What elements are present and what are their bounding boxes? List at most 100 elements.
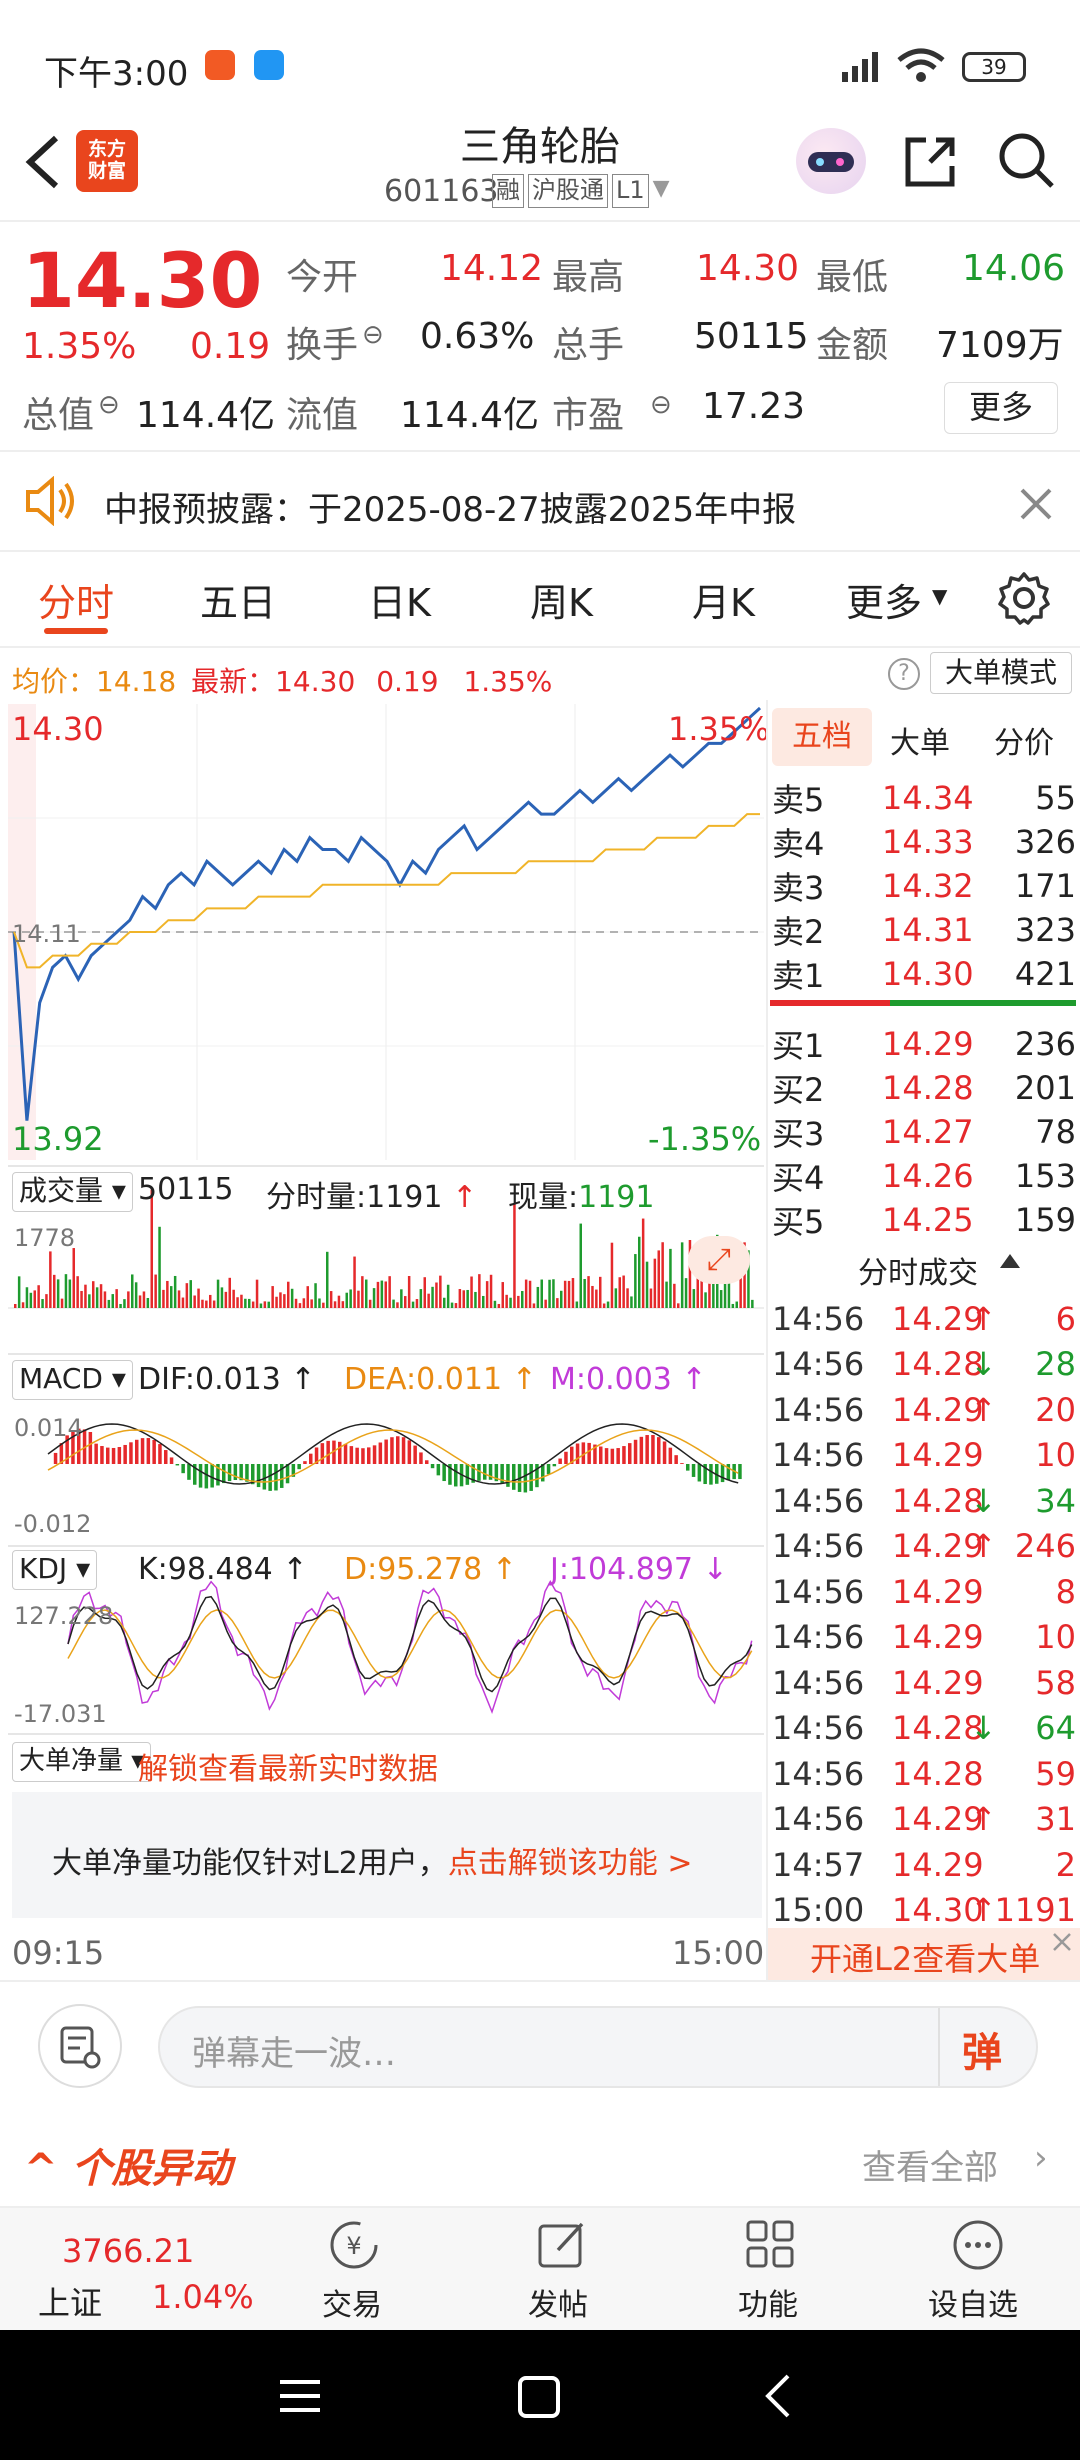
volume-bar bbox=[563, 1280, 567, 1308]
l2-unlock-link[interactable]: 点击解锁该功能 > bbox=[447, 1846, 693, 1881]
volume-max-label: 1778 bbox=[14, 1224, 76, 1252]
macd-bar bbox=[216, 1464, 220, 1486]
danmu-input[interactable] bbox=[158, 2006, 1038, 2088]
index-percent[interactable]: 1.04% bbox=[152, 2278, 254, 2316]
macd-dif: DIF:0.013 ↑ bbox=[138, 1362, 316, 1397]
apps-icon[interactable] bbox=[742, 2218, 798, 2272]
kdj-top-label: 127.228 bbox=[14, 1602, 114, 1630]
tick-volume: 59 bbox=[1035, 1754, 1076, 1793]
menu-icon[interactable] bbox=[278, 2374, 322, 2418]
macd-indicator-select[interactable]: MACD ▾ bbox=[12, 1360, 133, 1400]
volume-bar bbox=[201, 1299, 204, 1308]
divider bbox=[0, 450, 1080, 452]
chevron-up-icon[interactable]: ^ bbox=[24, 2146, 72, 2192]
tab-monthly-k[interactable]: 月K bbox=[692, 581, 755, 625]
share-icon[interactable] bbox=[900, 132, 960, 192]
macd-bar bbox=[709, 1464, 713, 1485]
volume-bar bbox=[641, 1218, 645, 1308]
svg-text:¥: ¥ bbox=[346, 2232, 361, 2260]
settings-gear-icon[interactable] bbox=[996, 570, 1052, 626]
macd-bar bbox=[535, 1464, 539, 1488]
tab-indicator bbox=[44, 628, 108, 634]
macd-bar bbox=[436, 1464, 441, 1476]
danmu-send-button[interactable]: 弹 bbox=[962, 2030, 1002, 2076]
volume-bar bbox=[177, 1290, 181, 1308]
macd-bar bbox=[245, 1464, 249, 1482]
home-icon[interactable] bbox=[518, 2376, 560, 2418]
tab-weekly-k[interactable]: 周K bbox=[530, 581, 593, 625]
big-order-mode-button[interactable]: 大单模式 bbox=[930, 652, 1072, 694]
nav-trade[interactable]: 交易 bbox=[322, 2288, 382, 2323]
volume-bar bbox=[107, 1299, 111, 1308]
tab-intraday[interactable]: 分时 bbox=[38, 581, 115, 625]
volume-indicator-label: 成交量 bbox=[19, 1174, 104, 1207]
chart-area[interactable] bbox=[8, 704, 764, 1924]
tick-volume: 1191 bbox=[994, 1891, 1076, 1930]
turnover-label: 换手 bbox=[286, 325, 359, 366]
tab-more[interactable]: 更多 bbox=[846, 581, 923, 625]
nav-functions[interactable]: 功能 bbox=[738, 2288, 798, 2323]
close-icon[interactable] bbox=[1050, 1930, 1074, 1954]
volume-bar bbox=[92, 1281, 95, 1308]
macd-bar bbox=[622, 1446, 626, 1464]
macd-bar bbox=[471, 1464, 475, 1483]
dropdown-icon[interactable]: ▼ bbox=[652, 176, 670, 201]
info-icon[interactable]: ⊖ bbox=[362, 320, 384, 350]
volume-bar bbox=[680, 1242, 684, 1308]
nav-post[interactable]: 发帖 bbox=[528, 2288, 588, 2323]
index-value[interactable]: 3766.21 bbox=[62, 2232, 195, 2270]
info-icon[interactable]: ⊖ bbox=[98, 390, 120, 420]
more-button[interactable]: 更多 bbox=[944, 382, 1058, 434]
macd-bar bbox=[123, 1444, 127, 1464]
kdj-indicator-select[interactable]: KDJ ▾ bbox=[12, 1550, 98, 1590]
index-name[interactable]: 上证 bbox=[38, 2284, 103, 2322]
volume-bar bbox=[224, 1291, 228, 1308]
big-order-select[interactable]: 大单净量 ▾ bbox=[12, 1742, 152, 1782]
macd-bar bbox=[88, 1431, 93, 1464]
notice-text[interactable]: 中报预披露：于2025-08-27披露2025年中报 bbox=[104, 490, 797, 530]
post-icon[interactable] bbox=[534, 2218, 590, 2272]
help-icon[interactable]: ? bbox=[888, 658, 920, 690]
sort-up-icon[interactable] bbox=[1000, 1254, 1020, 1268]
more-circle-icon[interactable] bbox=[950, 2218, 1006, 2272]
info-icon[interactable]: ⊖ bbox=[650, 390, 672, 420]
macd-bar bbox=[135, 1439, 139, 1464]
status-time: 下午3:00 bbox=[44, 54, 189, 94]
more-dropdown-icon[interactable]: ▼ bbox=[932, 584, 948, 608]
volume-bar bbox=[493, 1300, 497, 1308]
volume-bar bbox=[127, 1291, 130, 1308]
l2-banner[interactable] bbox=[768, 1928, 1080, 1980]
tab-big-orders[interactable]: 大单 bbox=[890, 726, 950, 761]
tick-time: 14:57 bbox=[772, 1845, 865, 1884]
tab-price-distribution[interactable]: 分价 bbox=[994, 726, 1054, 761]
trade-icon[interactable]: ¥ bbox=[326, 2218, 382, 2272]
tick-direction: ↑ bbox=[970, 1299, 997, 1338]
volume-bar bbox=[298, 1303, 302, 1308]
unlock-link[interactable]: 解锁查看最新实时数据 bbox=[138, 1752, 438, 1787]
tab-daily-k[interactable]: 日K bbox=[368, 581, 431, 625]
view-all-link[interactable]: 查看全部 bbox=[862, 2148, 998, 2188]
change-value: 0.19 bbox=[376, 665, 439, 698]
danmu-settings-icon[interactable] bbox=[38, 2004, 122, 2088]
volume-bar bbox=[485, 1281, 489, 1308]
volume-bar bbox=[275, 1296, 278, 1308]
volume-bar bbox=[181, 1297, 185, 1308]
bid-row: 买4 14.26 153 bbox=[772, 1154, 1076, 1198]
l2-banner-text[interactable]: 开通L2查看大单 bbox=[810, 1940, 1041, 1978]
tab-five-day[interactable]: 五日 bbox=[200, 581, 277, 625]
robot-assistant-icon[interactable] bbox=[796, 128, 866, 194]
nav-watchlist[interactable]: 设自选 bbox=[928, 2288, 1018, 2323]
tab-order-book[interactable]: 五档 bbox=[772, 708, 872, 766]
search-icon[interactable] bbox=[996, 130, 1056, 190]
macd-bar bbox=[251, 1464, 255, 1485]
macd-m-value: M:0.003 bbox=[550, 1362, 672, 1397]
back-nav-icon[interactable] bbox=[758, 2372, 798, 2420]
volume-indicator-select[interactable]: 成交量 ▾ bbox=[12, 1172, 133, 1212]
macd-bar bbox=[738, 1464, 742, 1480]
bid-row: 买5 14.25 159 bbox=[772, 1198, 1076, 1242]
close-icon[interactable] bbox=[1016, 484, 1056, 524]
expand-icon[interactable]: ⤢ bbox=[688, 1236, 750, 1284]
volume-bar bbox=[173, 1275, 177, 1308]
back-icon[interactable] bbox=[18, 130, 68, 194]
chevron-right-icon[interactable]: › bbox=[1034, 2138, 1048, 2178]
